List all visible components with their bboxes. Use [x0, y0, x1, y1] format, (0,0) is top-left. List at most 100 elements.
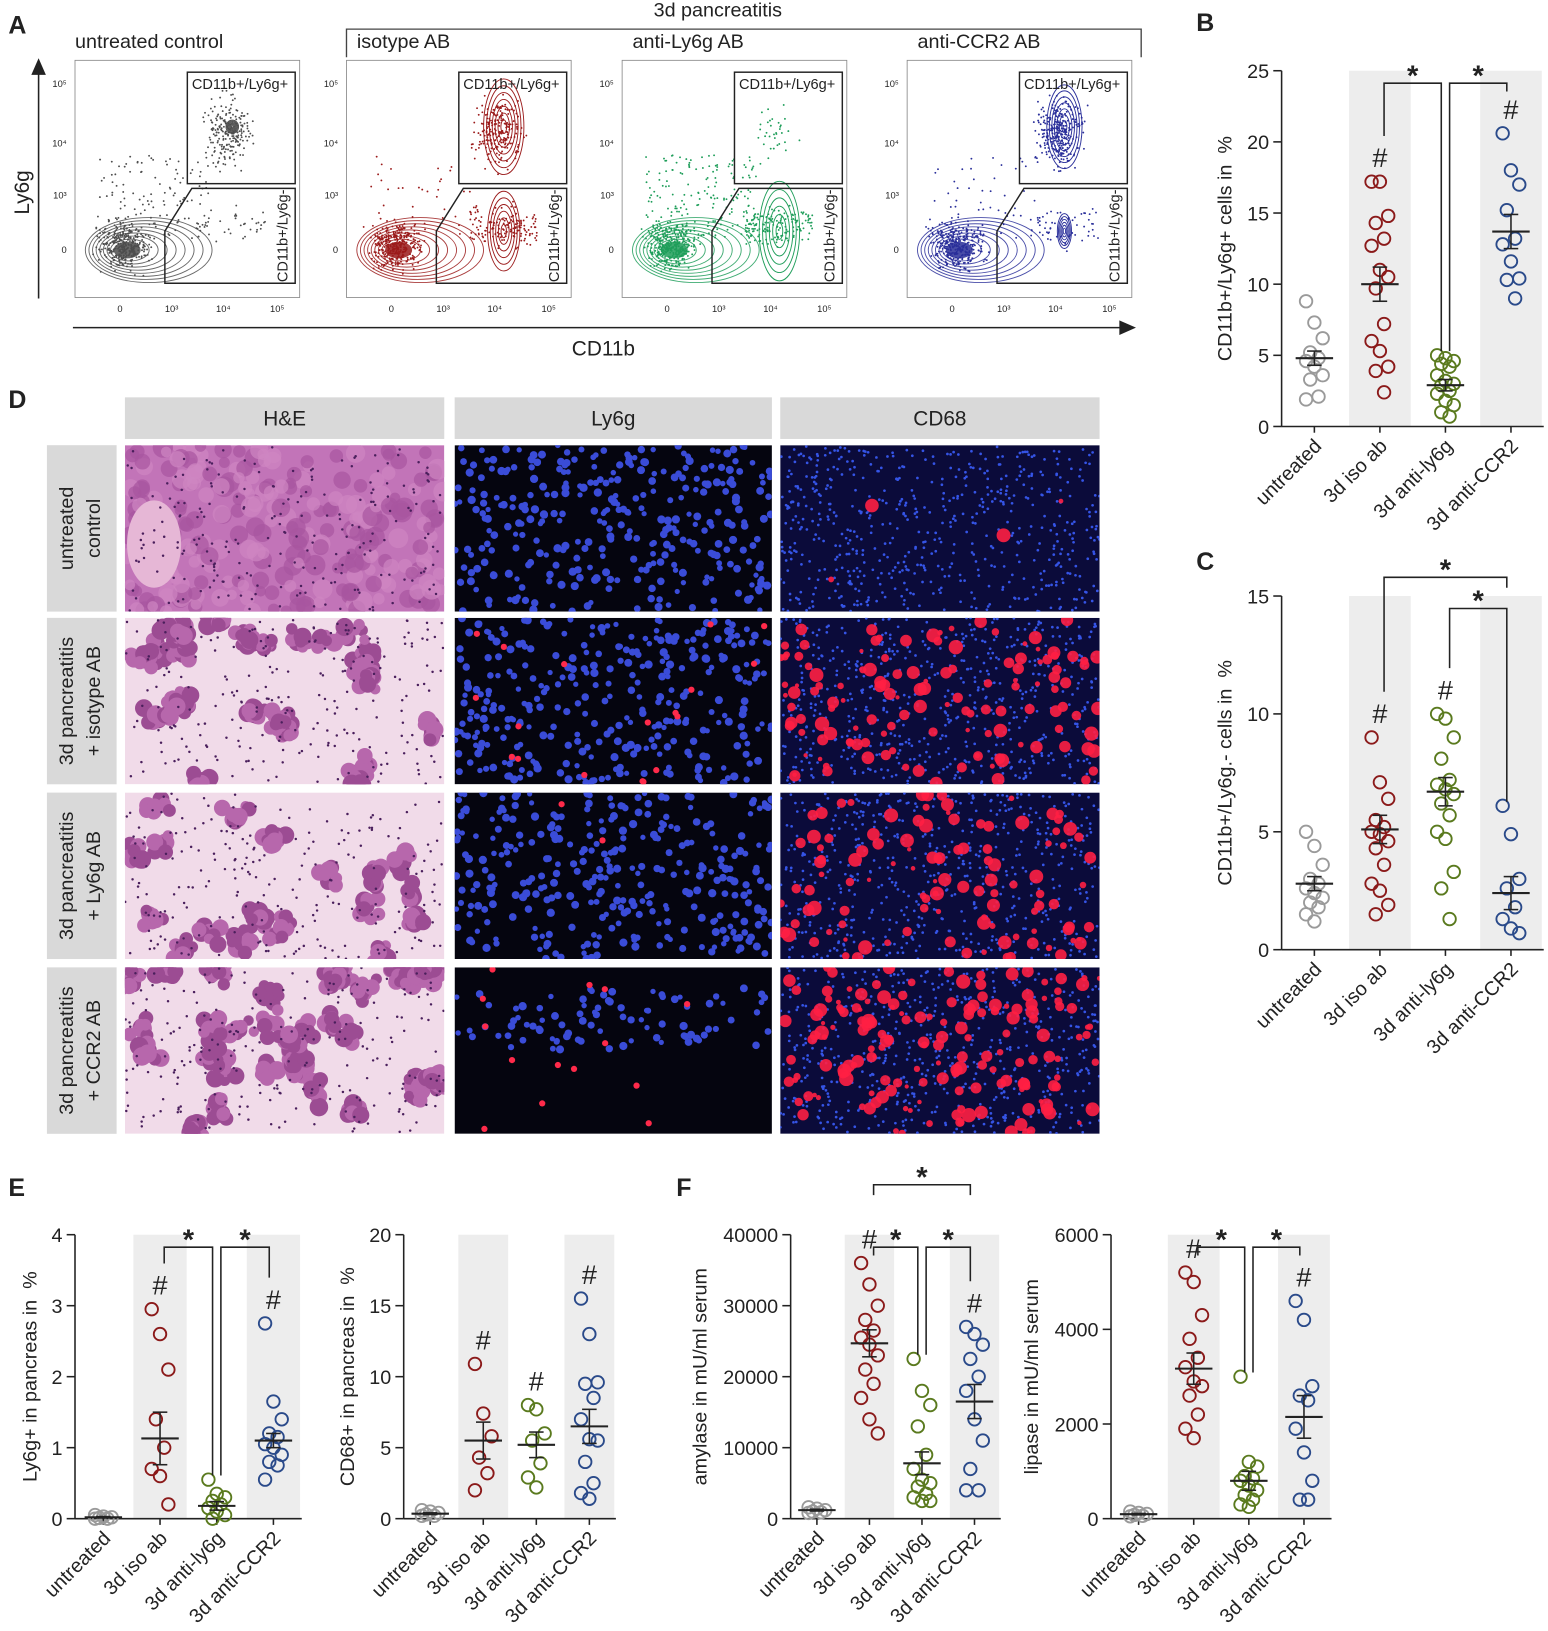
dapi-nucleus [500, 500, 508, 509]
flow-event [1083, 120, 1086, 123]
nucleus [353, 588, 357, 592]
nucleus [281, 748, 285, 752]
nucleus [146, 689, 149, 692]
flow-event [757, 136, 760, 139]
nucleus [173, 505, 176, 509]
dapi-nucleus [983, 471, 986, 475]
flow-event [669, 220, 672, 223]
dapi-nucleus [913, 497, 917, 500]
nucleus [256, 689, 259, 693]
acinus [345, 445, 366, 463]
flow-event [679, 233, 682, 236]
flow-event [689, 230, 692, 233]
dapi-nucleus [1027, 453, 1031, 457]
nucleus [417, 768, 420, 772]
dapi-nucleus [463, 545, 472, 554]
flow-event [210, 121, 213, 124]
flow-event [169, 158, 172, 160]
flow-event [234, 151, 237, 154]
nucleus [243, 487, 246, 491]
dapi-nucleus [466, 577, 475, 586]
flow-event [523, 227, 526, 230]
flow-event [671, 154, 674, 157]
nucleus [177, 501, 180, 505]
nucleus [372, 672, 376, 676]
dapi-nucleus [910, 489, 914, 492]
dapi-nucleus [656, 558, 665, 566]
flow-event [476, 210, 479, 213]
dapi-nucleus [846, 541, 850, 545]
flow-event [240, 124, 243, 127]
dapi-nucleus [519, 531, 526, 539]
dapi-nucleus [728, 521, 736, 529]
acinus [257, 547, 270, 559]
flow-event [736, 197, 739, 200]
flow-event [1053, 139, 1056, 142]
nucleus [125, 620, 129, 624]
acinus [247, 495, 264, 513]
flow-event [937, 232, 940, 235]
flow-event [801, 238, 804, 241]
flow-event [479, 134, 482, 136]
dapi-nucleus [1026, 497, 1030, 500]
dapi-nucleus [458, 607, 467, 612]
dapi-nucleus [693, 512, 702, 521]
flow-event [788, 204, 791, 207]
dapi-nucleus [959, 579, 962, 583]
dapi-nucleus [932, 592, 935, 595]
flow-event [769, 124, 772, 127]
flow-event [706, 192, 709, 195]
dapi-nucleus [710, 597, 718, 604]
flow-event [243, 147, 245, 150]
dapi-nucleus [786, 504, 790, 508]
dapi-nucleus [640, 491, 647, 499]
dapi-nucleus [794, 550, 798, 554]
dapi-nucleus [800, 553, 804, 557]
dapi-nucleus [926, 531, 930, 534]
nucleus [239, 594, 243, 597]
dapi-nucleus [650, 550, 656, 557]
flow-event [764, 135, 767, 138]
flow-event [152, 206, 155, 209]
dapi-nucleus [563, 449, 571, 456]
nucleus [417, 461, 420, 464]
nucleus [279, 585, 283, 589]
flow-event [242, 115, 245, 117]
dapi-nucleus [793, 541, 797, 545]
dapi-nucleus [1074, 606, 1078, 610]
flow-event [255, 230, 258, 233]
y-arrow-head [31, 58, 46, 75]
acinus [239, 539, 259, 559]
flow-event [940, 250, 942, 253]
flow-event [670, 237, 673, 240]
dapi-nucleus [512, 531, 519, 537]
nucleus [254, 592, 257, 596]
dapi-nucleus [854, 587, 857, 591]
dapi-nucleus [1084, 461, 1087, 465]
flow-x-tick: 10³ [165, 304, 179, 314]
dapi-nucleus [632, 495, 640, 502]
flow-event [240, 128, 243, 131]
dapi-nucleus [739, 445, 748, 450]
flow-event [957, 230, 960, 233]
flow-event [503, 219, 506, 222]
flow-event [663, 267, 666, 270]
flow-event [1033, 199, 1036, 202]
dapi-nucleus [1027, 474, 1031, 478]
acinus [179, 517, 194, 532]
dapi-nucleus [916, 476, 919, 480]
dapi-nucleus [630, 555, 638, 563]
flow-event [377, 173, 380, 176]
flow-event [133, 208, 136, 211]
flow-event [807, 215, 810, 218]
nucleus [248, 629, 251, 633]
flow-event [141, 234, 144, 237]
flow-event [256, 228, 259, 231]
flow-event [484, 113, 487, 116]
nucleus [426, 638, 429, 641]
dapi-nucleus [466, 759, 474, 766]
flow-event [780, 132, 783, 134]
nucleus [309, 469, 313, 472]
flow-event [471, 237, 474, 240]
flow-event [655, 246, 657, 249]
